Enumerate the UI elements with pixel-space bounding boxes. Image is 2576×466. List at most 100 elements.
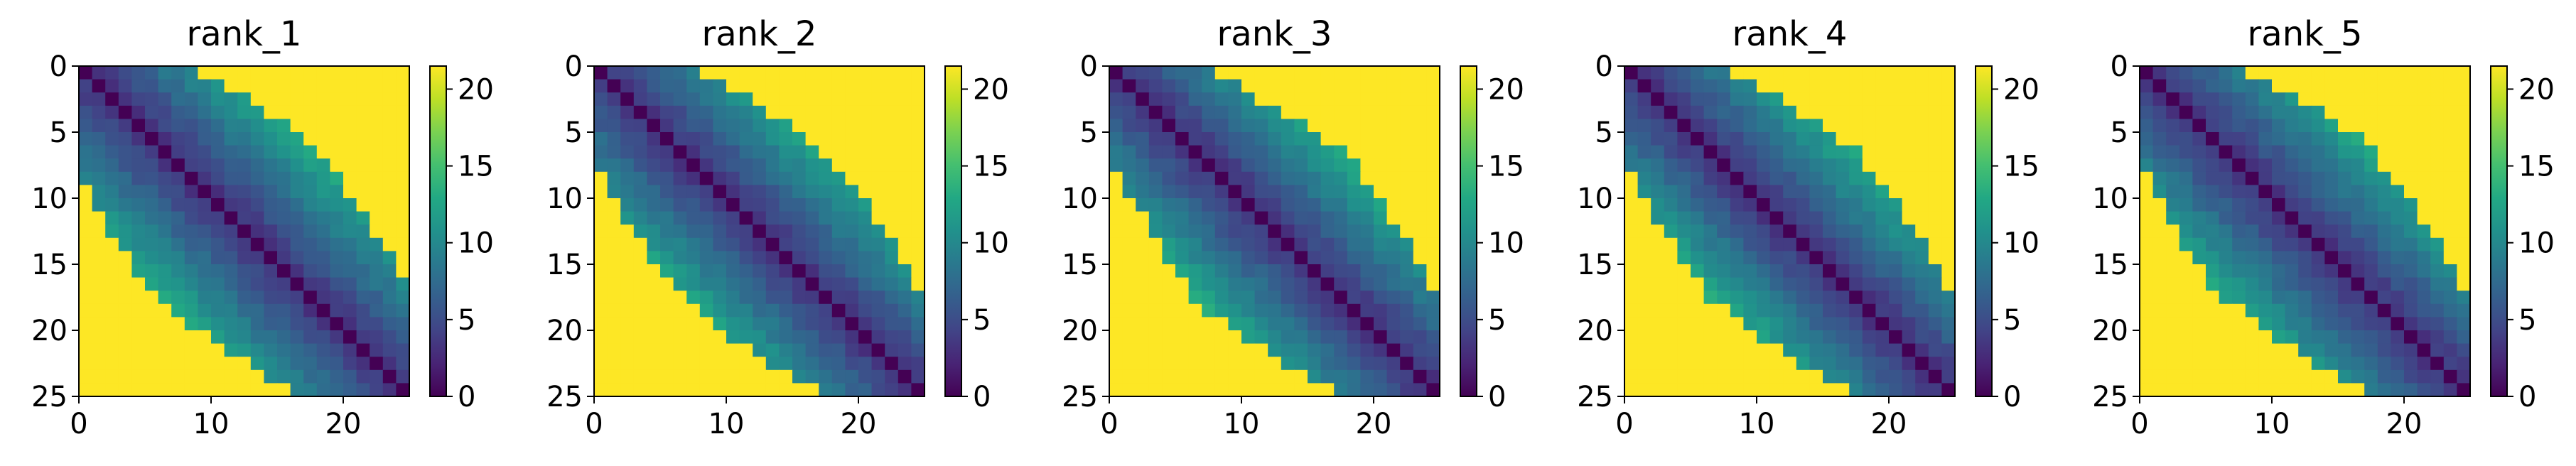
heatmap-cell: [1202, 237, 1216, 251]
heatmap-cell: [1320, 303, 1335, 318]
heatmap-cell: [1862, 211, 1876, 225]
heatmap-cell: [2298, 291, 2312, 305]
heatmap-cell: [1281, 198, 1295, 212]
heatmap-cell: [1122, 119, 1136, 133]
heatmap-cell: [2298, 343, 2312, 357]
heatmap-cell: [1691, 171, 1705, 185]
heatmap-cell: [2298, 251, 2312, 265]
heatmap-cell: [739, 119, 753, 133]
heatmap-cell: [2311, 264, 2325, 278]
heatmap-cell: [2192, 132, 2206, 146]
heatmap-cell: [2285, 132, 2299, 146]
heatmap-cell: [831, 343, 846, 357]
heatmap-cell: [1677, 171, 1691, 185]
heatmap-cell: [779, 317, 793, 331]
heatmap-cell: [370, 264, 384, 278]
heatmap-cell: [1889, 330, 1903, 345]
heatmap-cell: [647, 185, 661, 199]
heatmap-cell: [1228, 158, 1242, 173]
heatmap-cell: [2391, 132, 2405, 146]
heatmap-cell: [858, 291, 873, 305]
heatmap-cell: [1889, 264, 1903, 278]
heatmap-cell: [2443, 251, 2457, 265]
heatmap-cell: [2377, 264, 2391, 278]
heatmap-cell: [1136, 145, 1150, 159]
heatmap-cell: [2219, 158, 2233, 173]
heatmap-cell: [1294, 145, 1308, 159]
heatmap-cell: [382, 105, 397, 119]
heatmap-cell: [1703, 105, 1718, 119]
heatmap-cell: [831, 369, 846, 384]
heatmap-cell: [805, 132, 819, 146]
heatmap-cell: [1836, 291, 1850, 305]
heatmap-cell: [277, 171, 291, 185]
heatmap-cell: [1928, 343, 1942, 357]
heatmap-cell: [1294, 119, 1308, 133]
heatmap-cell: [277, 369, 291, 384]
heatmap-cell: [1928, 277, 1942, 291]
heatmap-cell: [105, 251, 119, 265]
heatmap-cell: [158, 357, 172, 371]
heatmap-cell: [2298, 383, 2312, 397]
heatmap-cell: [158, 198, 172, 212]
heatmap-cell: [2152, 211, 2167, 225]
heatmap-cell: [1624, 343, 1639, 357]
heatmap-cell: [2192, 211, 2206, 225]
heatmap-cell: [1902, 330, 1916, 345]
heatmap-cell: [131, 317, 146, 331]
heatmap-cell: [2430, 237, 2445, 251]
colorbar-tick-label: 0: [2003, 381, 2021, 413]
heatmap-cell: [2457, 277, 2471, 291]
heatmap-cell: [1691, 132, 1705, 146]
heatmap-cell: [1308, 158, 1322, 173]
heatmap-cell: [647, 158, 661, 173]
heatmap-cell: [1202, 303, 1216, 318]
heatmap-cell: [2324, 158, 2339, 173]
heatmap-cell: [1188, 224, 1202, 239]
heatmap-cell: [1941, 185, 1956, 199]
heatmap-cell: [2152, 264, 2167, 278]
heatmap-cell: [1757, 185, 1771, 199]
heatmap-cell: [1413, 92, 1427, 107]
heatmap-cell: [805, 291, 819, 305]
heatmap-cell: [2206, 251, 2220, 265]
heatmap-cell: [343, 383, 357, 397]
heatmap-cell: [1360, 105, 1374, 119]
heatmap-cell: [1691, 145, 1705, 159]
heatmap-cell: [2232, 369, 2246, 384]
heatmap-cell: [660, 343, 674, 357]
heatmap-cell: [145, 330, 159, 345]
heatmap-cell: [1928, 171, 1942, 185]
heatmap-cell: [1347, 357, 1361, 371]
heatmap-cell: [2391, 343, 2405, 357]
heatmap-cell: [739, 277, 753, 291]
heatmap-cell: [898, 92, 912, 107]
heatmap-cell: [118, 185, 132, 199]
heatmap-cell: [105, 185, 119, 199]
heatmap-cell: [1637, 369, 1651, 384]
heatmap-cell: [1809, 158, 1823, 173]
heatmap-cell: [1889, 291, 1903, 305]
heatmap-cell: [370, 357, 384, 371]
heatmap-cell: [2206, 317, 2220, 331]
heatmap-cell: [1400, 224, 1414, 239]
heatmap-cell: [1334, 171, 1348, 185]
heatmap-cell: [819, 79, 833, 93]
heatmap-cell: [250, 105, 264, 119]
heatmap-cell: [2404, 92, 2418, 107]
heatmap-cell: [1677, 66, 1691, 80]
colorbar-tick-label: 20: [973, 73, 1009, 106]
heatmap-cell: [1836, 185, 1850, 199]
heatmap-cell: [330, 171, 344, 185]
heatmap-cell: [1823, 105, 1837, 119]
heatmap-cell: [1637, 66, 1651, 80]
heatmap-cell: [1162, 251, 1176, 265]
heatmap-cell: [184, 198, 198, 212]
heatmap-cell: [871, 211, 885, 225]
heatmap-cell: [673, 171, 687, 185]
heatmap-cell: [1941, 251, 1956, 265]
heatmap-cell: [1783, 185, 1797, 199]
heatmap-cell: [1849, 119, 1863, 133]
heatmap-cell: [1651, 145, 1665, 159]
heatmap-cell: [2430, 158, 2445, 173]
